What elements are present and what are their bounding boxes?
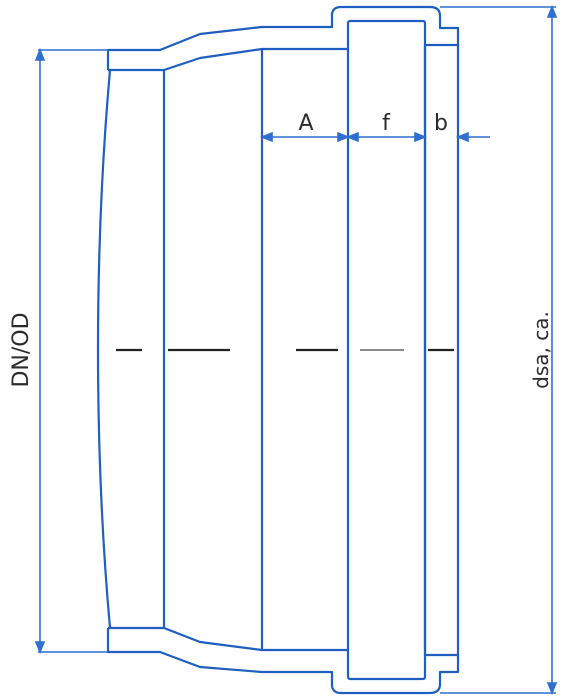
arrow-b: [455, 131, 469, 143]
arrow-f-left: [345, 131, 359, 143]
dsa-arrow-top: [546, 4, 558, 18]
dsa-dimension: [440, 4, 558, 696]
break-line: [96, 69, 112, 629]
dsa-arrow-bottom: [546, 682, 558, 696]
dn-od-arrow-top: [34, 47, 46, 61]
width-dimensions: [259, 131, 490, 143]
dn-od-dimension: [34, 47, 108, 655]
label-dimension-b: b: [434, 111, 448, 136]
lower-outer-contour: [106, 628, 460, 695]
label-dimension-f: f: [382, 111, 391, 136]
label-dimension-a: A: [298, 111, 313, 136]
arrow-f-right: [414, 131, 428, 143]
arrow-a-left: [259, 131, 273, 143]
pipe-outline: [96, 5, 460, 695]
label-dsa: dsa, ca.: [529, 311, 553, 389]
lower-inner-contour: [108, 626, 348, 652]
label-dn-od: DN/OD: [9, 312, 34, 387]
arrow-a-right: [337, 131, 351, 143]
upper-outer-contour: [106, 5, 460, 70]
dn-od-arrow-bottom: [34, 641, 46, 655]
upper-inner-contour: [108, 47, 348, 72]
